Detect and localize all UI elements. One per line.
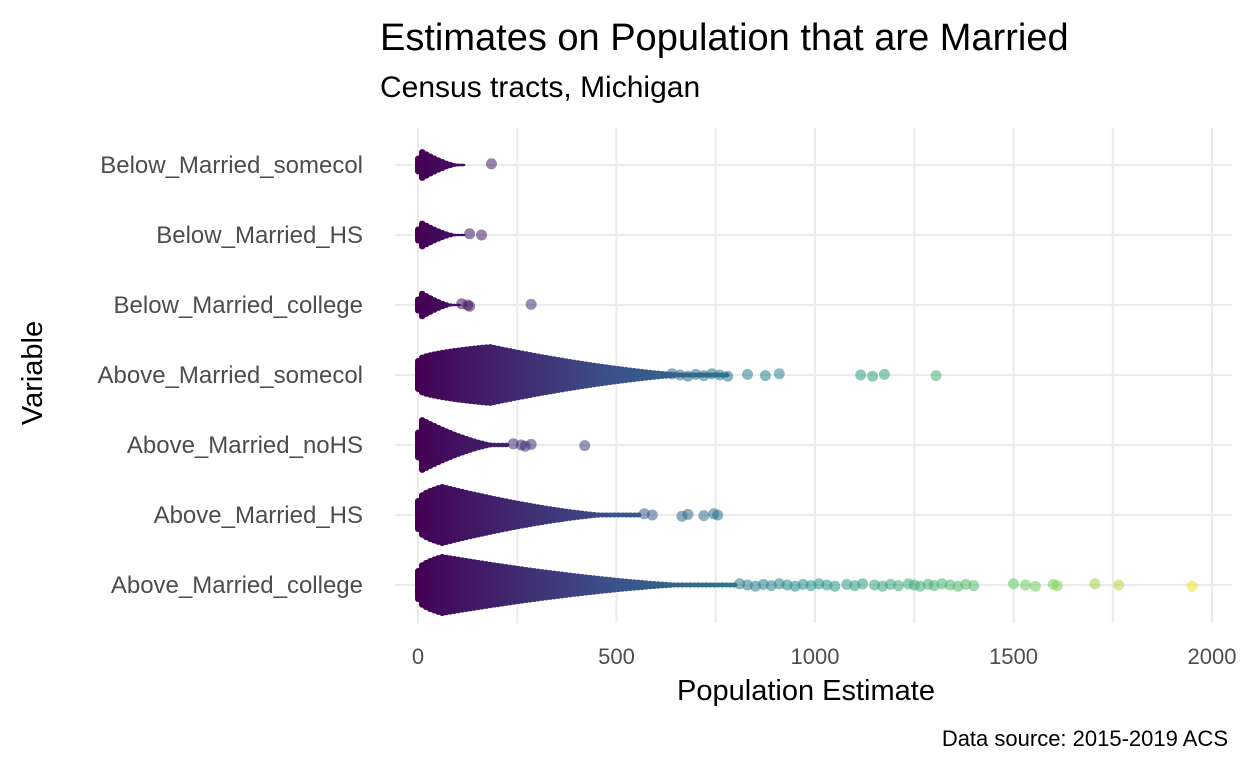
y-tick-label: Above_Married_college xyxy=(111,572,363,599)
data-point xyxy=(1051,580,1063,592)
data-point xyxy=(892,580,904,592)
series-Above_Married_somecol xyxy=(415,344,942,406)
y-tick-label: Below_Married_HS xyxy=(156,222,363,249)
y-tick-label: Below_Married_college xyxy=(114,292,363,319)
series-Above_Married_college xyxy=(415,554,1198,616)
x-tick-label: 2000 xyxy=(1188,644,1237,669)
y-axis-title: Variable xyxy=(17,321,49,425)
data-point xyxy=(1008,578,1019,590)
data-point xyxy=(855,369,867,381)
data-point xyxy=(867,370,879,382)
y-tick-label: Above_Married_HS xyxy=(154,502,363,529)
data-point xyxy=(525,438,537,450)
data-point xyxy=(476,229,488,241)
y-tick-label: Above_Married_noHS xyxy=(127,432,363,459)
data-point xyxy=(712,509,724,521)
data-point xyxy=(1089,578,1101,590)
x-tick-labels: 0 500 1000 1500 2000 xyxy=(412,644,1237,669)
data-point xyxy=(1113,579,1125,591)
data-point xyxy=(464,228,476,240)
data-point xyxy=(722,370,734,382)
data-point xyxy=(829,580,841,592)
y-tick-label: Below_Married_somecol xyxy=(100,152,363,179)
x-tick-label: 0 xyxy=(412,644,424,669)
chart-title: Estimates on Population that are Married xyxy=(380,17,1069,59)
data-point xyxy=(857,578,869,590)
series-Below_Married_HS xyxy=(415,220,488,250)
data-point xyxy=(773,368,785,380)
series-Above_Married_noHS xyxy=(415,417,591,473)
data-point xyxy=(579,440,591,452)
data-point-band xyxy=(443,160,450,170)
data-point xyxy=(930,370,942,382)
data-point xyxy=(698,510,710,522)
data-point xyxy=(525,298,537,310)
data-point xyxy=(878,368,890,380)
data-point xyxy=(485,158,497,170)
data-point xyxy=(742,368,754,380)
data-point-band xyxy=(459,163,466,167)
data-point-band xyxy=(443,231,450,239)
y-tick-labels: Below_Married_somecol Below_Married_HS Bel… xyxy=(98,152,363,599)
data-point xyxy=(1019,579,1031,591)
data-point-band xyxy=(447,161,454,169)
data-point xyxy=(968,580,980,592)
data-point xyxy=(1029,580,1041,592)
x-tick-label: 1000 xyxy=(791,644,840,669)
data-point-band xyxy=(443,302,450,308)
x-tick-label: 1500 xyxy=(989,644,1038,669)
chart-subtitle: Census tracts, Michigan xyxy=(380,71,700,104)
data-point-band xyxy=(447,232,454,238)
data-point-band xyxy=(459,233,466,237)
data-point xyxy=(682,508,694,520)
y-tick-label: Above_Married_somecol xyxy=(98,362,363,389)
data-point-band xyxy=(439,300,446,310)
x-tick-label: 500 xyxy=(598,644,635,669)
data-point xyxy=(1186,580,1198,592)
data-point xyxy=(646,509,658,521)
series-Below_Married_somecol xyxy=(415,149,497,181)
data-points xyxy=(415,149,1198,616)
data-point xyxy=(759,370,771,382)
x-axis-title: Population Estimate xyxy=(677,675,935,707)
series-Below_Married_college xyxy=(415,290,537,320)
caption: Data source: 2015-2019 ACS xyxy=(942,726,1228,751)
series-Above_Married_HS xyxy=(415,484,724,546)
data-point xyxy=(464,300,476,312)
